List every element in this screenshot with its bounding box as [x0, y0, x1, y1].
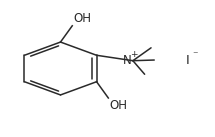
Text: OH: OH: [73, 12, 91, 25]
Text: +: +: [130, 50, 138, 59]
Text: N: N: [123, 54, 132, 67]
Text: ⁻: ⁻: [192, 50, 197, 60]
Text: OH: OH: [109, 99, 127, 112]
Text: I: I: [186, 54, 189, 67]
